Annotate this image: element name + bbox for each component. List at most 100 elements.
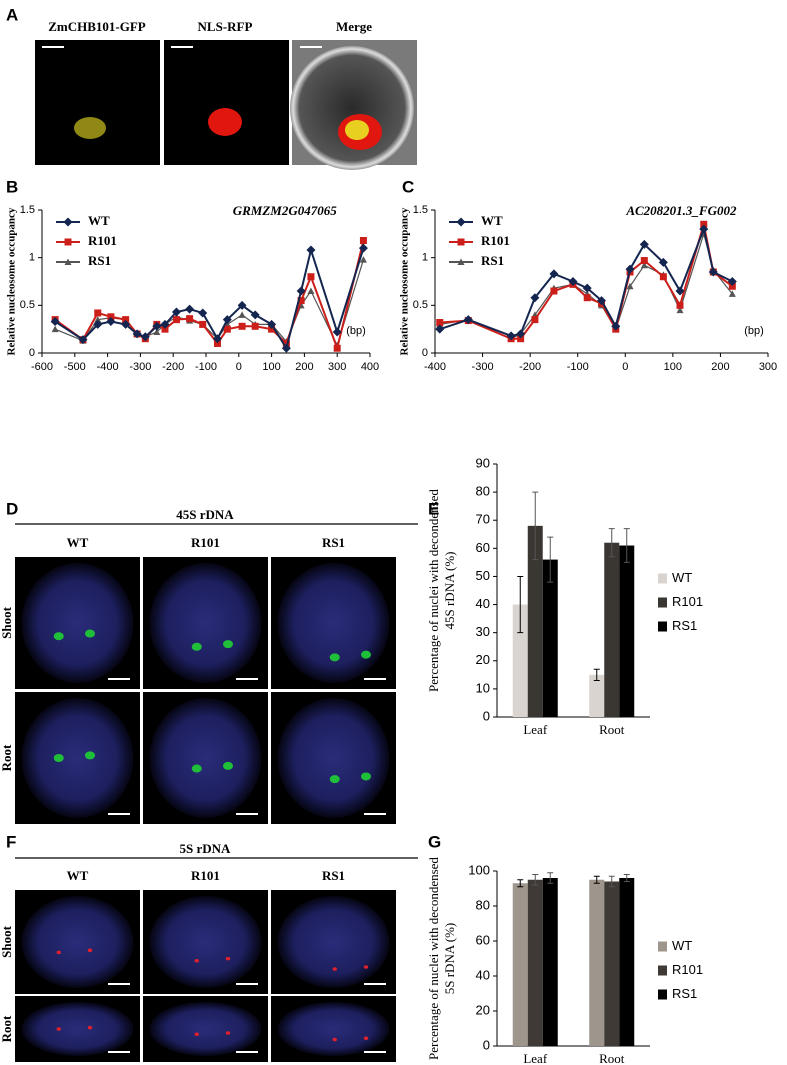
data-point: [530, 293, 540, 303]
x-tick-label: -600: [31, 361, 53, 373]
data-point: [708, 267, 718, 277]
error-bar: [517, 575, 524, 634]
signal: [225, 1031, 231, 1035]
legend-label: RS1: [672, 986, 697, 1001]
x-tick-label: -300: [129, 361, 151, 373]
data-point: [517, 335, 525, 343]
y-tick-label: 0: [422, 347, 428, 359]
image-title: NLS-RFP: [198, 19, 253, 34]
x-tick-label: -200: [162, 361, 184, 373]
bar: [619, 545, 635, 717]
data-point: [238, 311, 246, 318]
y-tick-label: 80: [476, 484, 490, 499]
data-point: [132, 329, 142, 339]
legend-swatch: [658, 573, 667, 584]
signal: [332, 967, 337, 971]
data-point: [121, 319, 131, 329]
x-tick-label: -500: [64, 361, 86, 373]
row-label: Shoot: [0, 925, 14, 957]
signal: [87, 948, 93, 953]
error-bar: [593, 668, 600, 681]
signal: [85, 629, 95, 638]
y-tick-label: 90: [476, 455, 490, 470]
data-point: [198, 308, 208, 318]
error-bar: [532, 874, 539, 886]
x-tick-label: Leaf: [523, 1051, 547, 1065]
x-tick-label: -300: [472, 361, 494, 373]
y-tick-label: 80: [476, 897, 490, 912]
signal: [332, 1037, 337, 1042]
y-tick-label: 0.5: [413, 299, 428, 311]
data-point: [152, 321, 162, 331]
bar: [542, 559, 558, 717]
data-point: [456, 217, 466, 227]
nucleus: [277, 563, 390, 683]
nucleus: [21, 698, 134, 818]
data-point: [359, 256, 367, 263]
x-tick-label: 300: [328, 361, 346, 373]
data-point: [296, 286, 306, 296]
data-point: [332, 327, 342, 337]
bar: [604, 881, 620, 1046]
data-point: [281, 343, 291, 353]
x-tick-label: 200: [711, 361, 729, 373]
series-line: [54, 246, 365, 351]
data-point: [64, 258, 72, 265]
legend-swatch: [658, 989, 667, 1000]
bar: [512, 604, 528, 717]
x-tick-label: -400: [97, 361, 119, 373]
data-point: [728, 282, 736, 290]
x-tick-label: 100: [262, 361, 280, 373]
data-point: [212, 334, 222, 344]
legend-label: R101: [481, 233, 510, 248]
legend-swatch: [658, 965, 667, 976]
x-tick-label: Root: [599, 1051, 625, 1065]
signal: [208, 108, 242, 136]
data-point: [333, 344, 341, 352]
error-bar: [623, 528, 630, 563]
legend-label: RS1: [88, 253, 111, 268]
signal: [53, 632, 64, 641]
nucleus: [21, 563, 134, 683]
data-point: [583, 294, 591, 302]
data-point: [78, 335, 88, 345]
x-tick-label: -200: [519, 361, 541, 373]
column-label: WT: [67, 868, 89, 883]
data-point: [640, 257, 648, 265]
y-tick-label: 30: [476, 624, 490, 639]
panel-title: 5S rDNA: [180, 841, 232, 856]
panel-label: D: [6, 499, 18, 518]
error-bar: [547, 536, 554, 583]
data-point: [213, 339, 221, 347]
legend-label: R101: [672, 962, 703, 977]
x-tick-label: -400: [424, 361, 446, 373]
signal: [225, 956, 231, 961]
nucleus: [149, 563, 262, 683]
data-point: [122, 316, 130, 324]
data-point: [199, 320, 207, 328]
signal: [223, 640, 233, 649]
data-point: [267, 319, 277, 329]
data-point: [436, 318, 444, 326]
legend-label: WT: [88, 213, 110, 228]
nucleus: [149, 698, 262, 818]
data-point: [582, 283, 592, 293]
data-point: [463, 315, 473, 325]
x-axis-label: (bp): [346, 325, 366, 337]
data-point: [251, 322, 259, 330]
nucleus: [149, 896, 262, 988]
cell: [290, 46, 414, 170]
error-bar: [547, 872, 554, 884]
y-tick-label: 1: [29, 252, 35, 264]
signal: [363, 965, 369, 969]
signal: [361, 650, 371, 659]
signal: [56, 1027, 61, 1031]
data-point: [640, 261, 648, 269]
row-label: Root: [0, 744, 14, 771]
y-axis-label: Percentage of nuclei with decondensed: [426, 489, 441, 692]
y-tick-label: 1.5: [20, 204, 35, 216]
data-point: [658, 257, 668, 267]
signal: [194, 1032, 199, 1037]
row-label: Root: [0, 1015, 14, 1042]
data-point: [676, 306, 684, 314]
